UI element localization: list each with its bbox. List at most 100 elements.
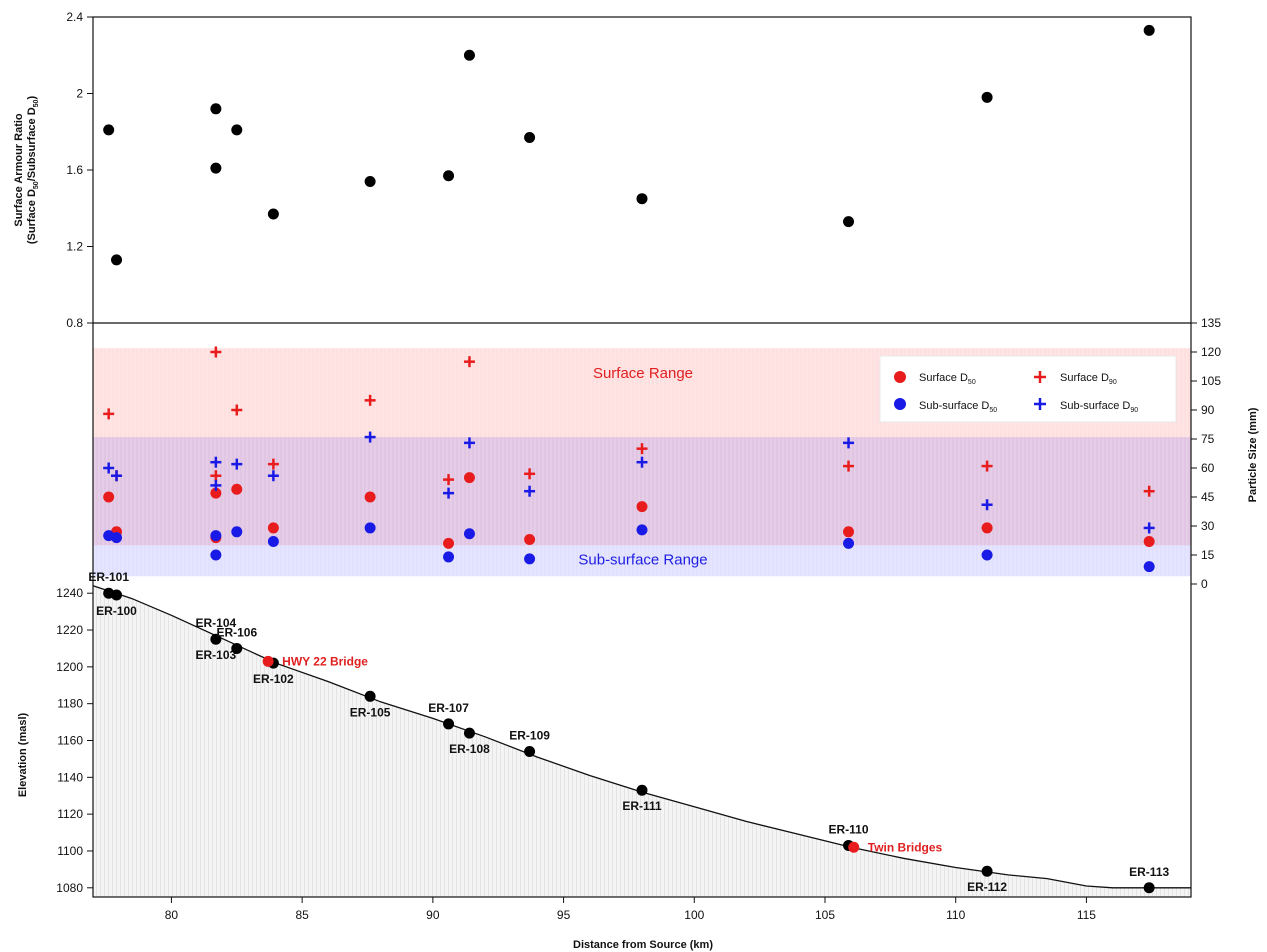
particle-legend: Surface D50 Surface D90 Sub-surface D50 … (879, 355, 1177, 423)
landmark-marker (848, 841, 860, 853)
legend-subsurface-d50-sub: 50 (989, 407, 997, 414)
distance-x-tick-label: 100 (684, 908, 704, 922)
particle-size-panel: Surface Range Sub-surface Range 0 15 30 45 6… (92, 316, 1259, 591)
particle-cross-sub-surface-d90 (111, 470, 123, 482)
particle-cross-surface-d90 (103, 408, 115, 420)
particle-point-sub-surface-d50 (111, 532, 123, 544)
particle-point-surface-d50 (463, 472, 475, 484)
site-marker (210, 633, 222, 645)
armour-ratio-point (981, 91, 993, 103)
armour-y-title-part-b: /Subsurface D (26, 107, 38, 181)
particle-cross-sub-surface-d90 (364, 431, 376, 443)
landmarks: HWY 22 Bridge Twin Bridges (262, 654, 943, 854)
particle-point-sub-surface-d50 (463, 528, 475, 540)
particle-cross-sub-surface-d90 (463, 437, 475, 449)
armour-y-axis-title-line1: Surface Armour Ratio (13, 113, 25, 227)
site-label: ER-103 (196, 648, 237, 662)
elevation-y-tick-label: 1120 (57, 807, 83, 821)
armour-y-tick-label: 1.6 (66, 163, 83, 177)
site-marker (1143, 882, 1155, 894)
armour-ratio-point (231, 124, 243, 136)
armour-ratio-point (1143, 24, 1155, 36)
elevation-y-axis-title: Elevation (masl) (17, 712, 29, 797)
distance-x-axis: 80 85 90 95 100 105 110 115 (165, 897, 1096, 922)
particle-cross-sub-surface-d90 (210, 479, 222, 491)
particle-y-tick-label: 30 (1201, 519, 1215, 533)
particle-cross-surface-d90 (981, 460, 993, 472)
armour-ratio-point (111, 254, 123, 266)
sample-sites: ER-101 ER-100 ER-104 ER-103 ER-106 ER-102 ER-1… (88, 570, 1169, 894)
particle-cross-sub-surface-d90 (210, 456, 222, 468)
distance-x-tick-label: 115 (1077, 908, 1096, 922)
particle-point-surface-d50 (210, 487, 222, 499)
particle-y-tick-label: 15 (1201, 548, 1215, 562)
particle-cross-surface-d90 (267, 458, 279, 470)
elevation-y-tick-label: 1140 (57, 770, 83, 784)
distance-x-tick-label: 85 (295, 908, 309, 922)
legend-surface-d50-label: Surface D50 (919, 372, 976, 386)
armour-y-tick-label: 2.4 (66, 10, 83, 24)
particle-cross-sub-surface-d90 (524, 485, 536, 497)
particle-cross-sub-surface-d90 (843, 437, 855, 449)
particle-cross-surface-d90 (210, 346, 222, 358)
site-label: ER-112 (967, 880, 1007, 894)
armour-y-tick-label: 2 (76, 87, 83, 101)
particle-point-sub-surface-d50 (231, 526, 243, 538)
distance-x-tick-label: 110 (946, 908, 965, 922)
particle-cross-sub-surface-d90 (981, 499, 993, 511)
elevation-y-tick-label: 1180 (57, 697, 83, 711)
armour-ratio-point (103, 124, 115, 136)
particle-point-sub-surface-d50 (210, 530, 222, 542)
particle-y-tick-label: 120 (1201, 345, 1221, 359)
particle-cross-surface-d90 (443, 474, 455, 486)
particle-point-sub-surface-d50 (210, 549, 222, 561)
particle-point-sub-surface-d50 (524, 553, 536, 565)
particle-cross-surface-d90 (524, 468, 536, 480)
particle-point-surface-d50 (843, 526, 855, 538)
legend-subsurface-d50-marker (894, 398, 906, 410)
particle-size-points (103, 346, 1155, 573)
particle-cross-surface-d90 (843, 460, 855, 472)
site-label: ER-100 (96, 604, 137, 618)
legend-subsurface-d50-text: Sub-surface D (919, 400, 989, 412)
legend-subsurface-d90-sub: 90 (1130, 407, 1138, 414)
site-marker (443, 718, 455, 730)
armour-ratio-point (443, 170, 455, 182)
site-label: ER-101 (88, 570, 129, 584)
particle-point-surface-d50 (524, 534, 536, 546)
legend-surface-d90-sub: 90 (1109, 379, 1117, 386)
particle-cross-sub-surface-d90 (103, 462, 115, 474)
legend-subsurface-d50-label: Sub-surface D50 (919, 400, 997, 414)
particle-point-surface-d50 (443, 537, 455, 549)
armour-ratio-point (364, 175, 376, 187)
particle-y-tick-label: 135 (1201, 316, 1221, 330)
particle-y-tick-label: 105 (1201, 374, 1221, 388)
particle-cross-surface-d90 (210, 470, 222, 482)
particle-point-surface-d50 (636, 501, 648, 513)
site-label: ER-109 (509, 729, 550, 743)
site-marker (111, 589, 123, 601)
armour-ratio-panel: 0.8 1.2 1.6 2 2.4 Surface Armour Ratio (Surf… (13, 10, 1155, 330)
particle-point-surface-d50 (231, 483, 243, 495)
particle-point-sub-surface-d50 (981, 549, 993, 561)
particle-y-tick-label: 90 (1201, 403, 1215, 417)
particle-cross-sub-surface-d90 (636, 456, 648, 468)
elevation-y-tick-label: 1220 (56, 623, 83, 637)
particle-cross-sub-surface-d90 (443, 487, 455, 499)
particle-y-tick-label: 0 (1201, 577, 1208, 591)
distance-x-tick-label: 105 (815, 908, 835, 922)
site-label: ER-111 (622, 799, 662, 813)
particle-y-tick-label: 75 (1201, 432, 1215, 446)
particle-cross-surface-d90 (231, 404, 243, 416)
particle-point-sub-surface-d50 (843, 537, 855, 549)
site-label: ER-108 (449, 742, 490, 756)
particle-point-sub-surface-d50 (267, 535, 279, 547)
particle-point-surface-d50 (267, 522, 279, 534)
landmark-marker (262, 655, 274, 667)
legend-surface-d90-marker (1034, 371, 1046, 383)
legend-surface-d90-text: Surface D (1060, 372, 1109, 384)
armour-y-axis-title: Surface Armour Ratio (13, 113, 25, 227)
armour-ratio-point (210, 162, 222, 174)
elevation-y-axis: 1080 1100 1120 1140 1160 1180 1200 1220 1240 (56, 586, 93, 895)
